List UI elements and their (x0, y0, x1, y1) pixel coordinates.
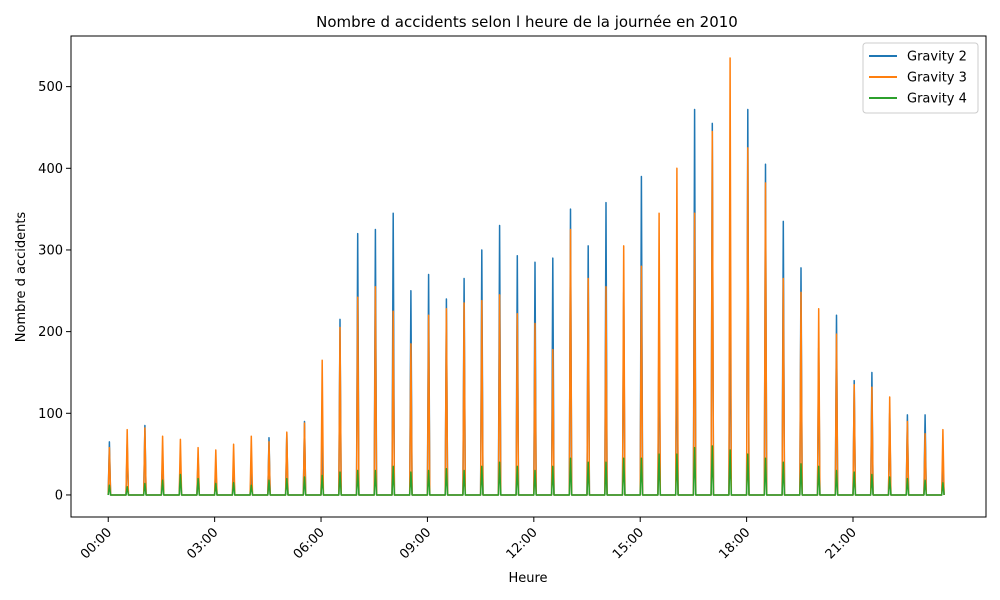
y-axis-label: Nombre d accidents (14, 212, 29, 343)
x-tick-label: 12:00 (504, 525, 541, 562)
x-tick-label: 06:00 (291, 525, 328, 562)
legend-label: Gravity 4 (907, 92, 967, 107)
series-layer (107, 57, 945, 496)
y-tick-label: 0 (55, 488, 63, 503)
x-tick-label: 09:00 (397, 525, 434, 562)
legend: Gravity 2 Gravity 3 Gravity 4 (862, 42, 979, 114)
y-tick-label: 400 (38, 162, 63, 177)
legend-label: Gravity 2 (907, 50, 967, 65)
series-gravity-2 (107, 108, 945, 496)
x-tick-label: 15:00 (610, 525, 647, 562)
chart-title: Nombre d accidents selon l heure de la j… (316, 13, 738, 31)
x-tick-label: 18:00 (716, 525, 753, 562)
y-tick-label: 300 (38, 243, 63, 258)
y-tick-label: 500 (38, 80, 63, 95)
series-line (107, 108, 945, 496)
y-tick-label: 100 (38, 407, 63, 422)
legend-frame (862, 42, 979, 114)
y-axis: 0 100 200 300 400 500 (38, 80, 71, 503)
x-tick-label: 00:00 (78, 525, 115, 562)
y-tick-label: 200 (38, 325, 63, 340)
x-tick-label: 21:00 (823, 525, 860, 562)
series-line (107, 445, 945, 496)
plot-frame (70, 35, 987, 518)
legend-item: Gravity 3 (869, 71, 967, 86)
x-axis: 00:00 03:00 06:00 09:00 12:00 15:00 18:00 21:00 (78, 517, 860, 562)
legend-item: Gravity 4 (869, 92, 967, 107)
legend-label: Gravity 3 (907, 71, 967, 86)
legend-item: Gravity 2 (869, 50, 967, 65)
x-tick-label: 03:00 (184, 525, 221, 562)
series-gravity-4 (107, 445, 945, 496)
x-axis-label: Heure (508, 571, 547, 586)
